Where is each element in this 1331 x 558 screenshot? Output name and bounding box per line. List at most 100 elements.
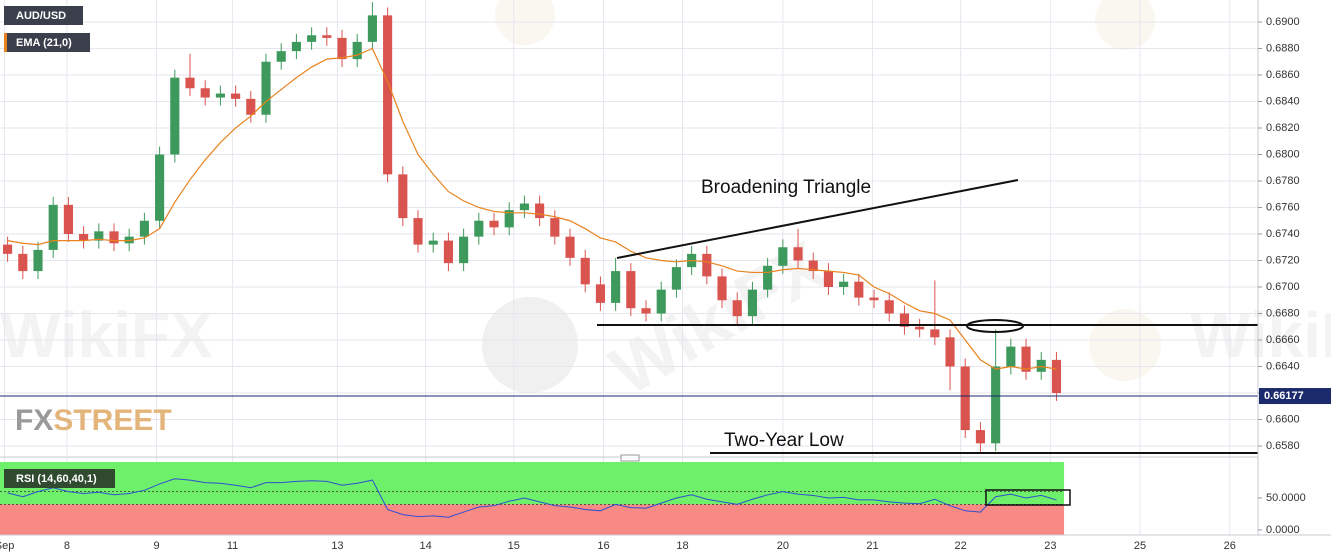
- candle-body: [185, 77, 195, 89]
- candle-body: [79, 233, 89, 241]
- last-price-label: 0.66177: [1264, 390, 1304, 402]
- candle-body: [307, 35, 317, 42]
- y-tick-label: 0.6840: [1266, 95, 1300, 107]
- candle-body: [626, 271, 636, 309]
- legend-ema: EMA (21,0): [16, 37, 72, 49]
- rsi-panel: [0, 462, 1065, 535]
- candle-body: [854, 281, 864, 298]
- candle-body: [474, 220, 484, 237]
- candle-body: [383, 15, 393, 175]
- watermark: WikiFX: [1190, 299, 1331, 371]
- candle-body: [732, 300, 742, 317]
- candle-body: [18, 253, 28, 272]
- y-tick-label: 0.6860: [1266, 69, 1300, 81]
- candle-body: [1021, 346, 1031, 372]
- y-tick-label: 0.6800: [1266, 148, 1300, 160]
- x-tick-label: 21: [866, 540, 878, 552]
- last-price-box: [1259, 388, 1331, 405]
- x-tick-label: 15: [508, 540, 520, 552]
- legend-symbol: AUD/USD: [16, 10, 66, 22]
- candle-body: [170, 77, 180, 155]
- rsi-upper-zone: [0, 462, 1065, 505]
- x-tick-label: 13: [331, 540, 343, 552]
- x-tick-label: 22: [955, 540, 967, 552]
- candle-body: [33, 249, 43, 272]
- y-tick-label: 0.6720: [1266, 254, 1300, 266]
- candle-body: [884, 300, 894, 314]
- y-tick-label: 0.6660: [1266, 334, 1300, 346]
- legend-symbol-box: [4, 6, 83, 25]
- watermark-logo: [1089, 309, 1161, 381]
- highlight-ellipse: [966, 319, 1024, 333]
- candle-body: [367, 15, 377, 42]
- y-tick-label: 0.6900: [1266, 16, 1300, 28]
- grid: [0, 0, 1258, 535]
- rsi-y-tick-label: 0.0000: [1266, 524, 1300, 536]
- legend-ema-box: [4, 33, 90, 52]
- fxstreet-logo: FXSTREET: [15, 404, 172, 437]
- candle-body: [535, 203, 545, 219]
- candle-body: [1036, 359, 1046, 372]
- x-tick-label: 11: [227, 540, 238, 552]
- candle-body: [413, 218, 423, 245]
- candle-body: [337, 37, 347, 60]
- x-tick-label: 9: [154, 540, 160, 552]
- candle-body: [793, 247, 803, 261]
- y-tick-label: 0.6580: [1266, 440, 1300, 452]
- plot: [0, 2, 1258, 518]
- y-tick-label: 0.6700: [1266, 281, 1300, 293]
- y-tick-label: 0.6680: [1266, 307, 1300, 319]
- candle-body: [231, 93, 241, 99]
- candle-body: [48, 204, 58, 250]
- candle-body: [200, 88, 210, 98]
- candle-body: [1006, 346, 1016, 367]
- triangle-upper-line: [616, 179, 1019, 259]
- candle-body: [565, 236, 575, 258]
- candle-body: [702, 253, 712, 277]
- x-tick-label: 18: [676, 540, 688, 552]
- candle-body: [991, 366, 1001, 444]
- y-tick-label: 0.6600: [1266, 413, 1300, 425]
- candle-body: [915, 326, 925, 330]
- legend-rsi-box: [4, 469, 115, 488]
- candle-body: [352, 41, 362, 60]
- candle-body: [246, 98, 256, 115]
- candle-body: [671, 267, 681, 290]
- x-tick-label: 25: [1134, 540, 1146, 552]
- annotation-label: Broadening Triangle: [701, 177, 871, 198]
- rsi-line: [7, 478, 1057, 518]
- candle-body: [139, 220, 149, 237]
- candle-body: [215, 93, 225, 98]
- x-tick-label: 26: [1224, 540, 1236, 552]
- candle-body: [291, 41, 301, 52]
- candle-body: [747, 289, 757, 317]
- candle-body: [489, 220, 499, 228]
- resize-handle[interactable]: [620, 454, 640, 462]
- candle-body: [717, 276, 727, 301]
- annotation-label: Two-Year Low: [724, 430, 844, 451]
- x-tick-label: Sep: [0, 540, 14, 552]
- candle-body: [960, 366, 970, 431]
- legend-ema-swatch: [4, 33, 7, 52]
- x-tick-label: 20: [777, 540, 789, 552]
- candle-body: [930, 329, 940, 338]
- candle-body: [3, 244, 13, 254]
- logo-street: STREET: [53, 404, 171, 437]
- rsi-highlight-box: [985, 489, 1071, 506]
- candle-body: [763, 265, 773, 290]
- candle-body: [839, 281, 849, 287]
- candle-body: [641, 308, 651, 314]
- candle-body: [1051, 359, 1062, 393]
- ema-line: [7, 47, 1057, 370]
- candle-body: [63, 204, 73, 234]
- legend-rsi: RSI (14,60,40,1): [16, 473, 97, 485]
- watermark-logo: [495, 0, 555, 45]
- candle-body: [428, 240, 438, 245]
- y-tick-label: 0.6640: [1266, 360, 1300, 372]
- candle-body: [869, 297, 879, 301]
- rsi-lower-zone: [0, 504, 1065, 535]
- candle-body: [276, 51, 286, 62]
- candle-body: [519, 203, 529, 211]
- candle-body: [398, 174, 408, 219]
